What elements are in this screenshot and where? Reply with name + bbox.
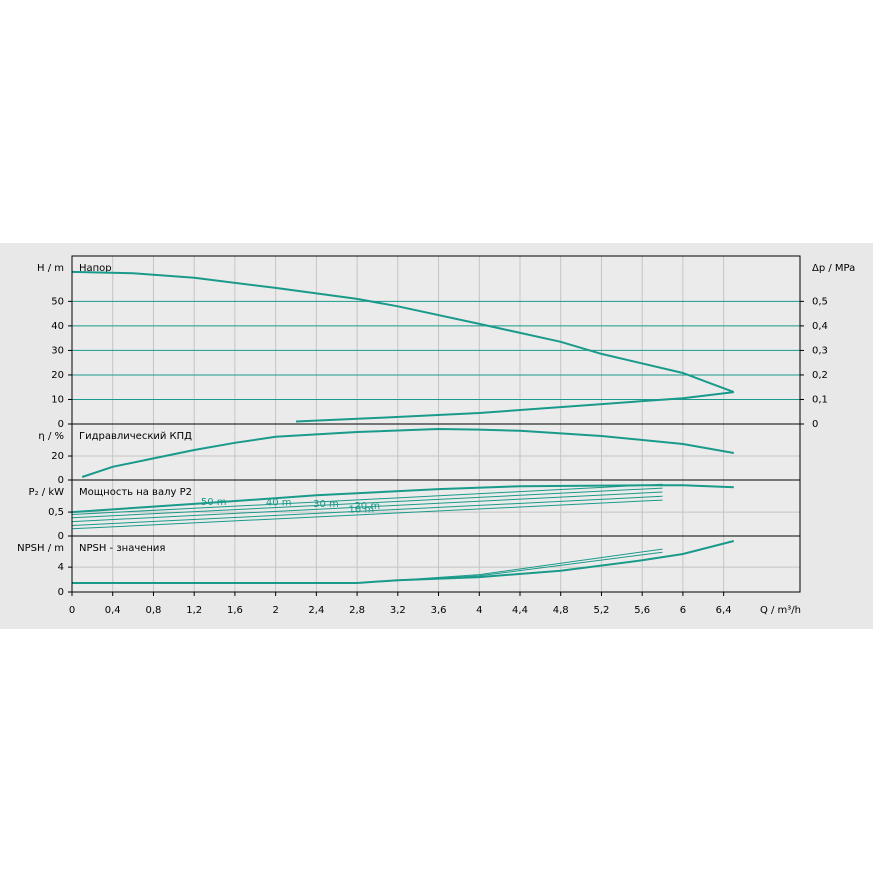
x-tick-label: 6 <box>680 605 686 616</box>
curve-label: 20 m <box>354 501 380 512</box>
y2-tick-label: 0,2 <box>812 370 828 381</box>
y-tick-label: 20 <box>51 370 64 381</box>
curve <box>71 487 663 519</box>
x-tick-label: 4,4 <box>512 605 528 616</box>
curve <box>71 499 663 530</box>
plot-area <box>72 256 800 424</box>
y-tick-label: 20 <box>51 451 64 462</box>
x-tick-label: 1,2 <box>186 605 202 616</box>
y-tick-label: 0 <box>58 531 64 542</box>
x-tick-label: 1,6 <box>227 605 243 616</box>
curve-label: 50 m <box>201 497 227 508</box>
curve <box>357 551 663 584</box>
y-tick-label: 30 <box>51 345 64 356</box>
x-tick-label: 0,8 <box>146 605 162 616</box>
curve <box>295 391 734 423</box>
curve <box>71 495 663 526</box>
y2-tick-label: 0,1 <box>812 394 828 405</box>
y-axis-label: η / % <box>38 431 64 442</box>
x-tick-label: 2,8 <box>349 605 365 616</box>
x-tick-label: 2,4 <box>308 605 324 616</box>
plot-area <box>72 424 800 480</box>
y-tick-label: 50 <box>51 296 64 307</box>
y-tick-label: 0 <box>58 419 64 430</box>
curve <box>81 427 734 478</box>
curve-label: 40 m <box>266 497 292 508</box>
panel-title: Гидравлический КПД <box>79 431 192 442</box>
curve <box>71 484 734 514</box>
y2-tick-label: 0 <box>812 419 818 430</box>
curve <box>71 270 735 394</box>
y2-tick-label: 0,5 <box>812 296 828 307</box>
y2-tick-label: 0,3 <box>812 345 828 356</box>
y-tick-label: 0 <box>58 475 64 486</box>
x-tick-label: 0 <box>69 605 75 616</box>
curve-label: 10 m <box>349 505 375 516</box>
x-tick-label: 5,6 <box>634 605 650 616</box>
y-axis-label: NPSH / m <box>17 543 64 554</box>
y2-axis-label: Δp / MPa <box>812 263 855 274</box>
curve-label: 30 m <box>313 499 339 510</box>
y-tick-label: 4 <box>58 562 64 573</box>
y2-tick-label: 0,4 <box>812 321 828 332</box>
x-tick-label: 3,2 <box>390 605 406 616</box>
x-tick-label: 4,8 <box>553 605 569 616</box>
y-axis-label: H / m <box>37 263 64 274</box>
curve <box>71 491 663 523</box>
y-axis-label: P₂ / kW <box>29 487 65 498</box>
x-tick-label: 0,4 <box>105 605 121 616</box>
panel-title: NPSH - значения <box>79 543 165 554</box>
curve <box>71 483 663 515</box>
y-tick-label: 40 <box>51 321 64 332</box>
x-tick-label: 6,4 <box>716 605 732 616</box>
x-tick-label: 4 <box>476 605 482 616</box>
x-axis-label: Q / m³/h <box>760 605 801 616</box>
x-tick-label: 2 <box>272 605 278 616</box>
x-tick-label: 5,2 <box>594 605 610 616</box>
plot-frame <box>71 535 801 593</box>
y-tick-label: 0,5 <box>48 507 64 518</box>
panel-title: Напор <box>79 263 112 274</box>
y-tick-label: 10 <box>51 394 64 405</box>
panel-title: Мощность на валу P2 <box>79 487 192 498</box>
y-tick-label: 0 <box>58 587 64 598</box>
x-tick-label: 3,6 <box>431 605 447 616</box>
